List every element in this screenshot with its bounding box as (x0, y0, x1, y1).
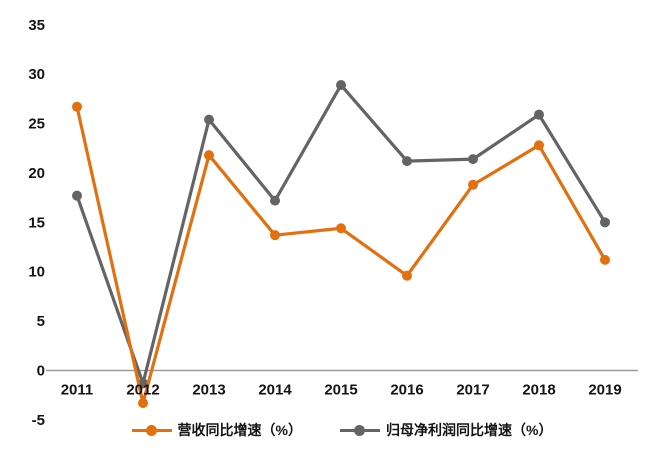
y-axis-tick-label: 35 (28, 17, 45, 34)
revenue-growth-line-marker (204, 150, 214, 161)
net-profit-growth-line-marker (336, 80, 346, 91)
chart-legend: 营收同比增速（%） 归母净利润同比增速（%） (46, 413, 638, 447)
legend-label-revenue-growth: 营收同比增速（%） (177, 422, 302, 438)
x-axis-tick-label: 2016 (390, 382, 423, 399)
y-axis-tick-label: 0 (37, 363, 45, 380)
legend-item-net-profit-growth: 归母净利润同比增速（%） (340, 420, 552, 440)
net-profit-growth-line-marker (72, 190, 82, 201)
net-profit-growth-line-marker (468, 154, 478, 165)
legend-dot (145, 424, 157, 436)
y-axis-tick-label: 20 (28, 165, 45, 182)
net-profit-growth-legend-marker-icon (340, 424, 380, 436)
revenue-growth-line-marker (402, 270, 412, 281)
y-axis-tick-label: 10 (28, 264, 45, 281)
net-profit-growth-line-marker (402, 156, 412, 167)
revenue-growth-line-marker (72, 101, 82, 112)
legend-item-revenue-growth: 营收同比增速（%） (131, 420, 302, 440)
revenue-growth-line-marker (468, 179, 478, 190)
net-profit-growth-line-marker (534, 109, 544, 120)
net-profit-growth-line-marker (204, 114, 214, 125)
y-axis-tick-label: 30 (28, 66, 45, 83)
x-axis-tick-label: 2017 (456, 382, 489, 399)
revenue-growth-line-marker (270, 230, 280, 241)
net-profit-growth-line-marker (270, 195, 280, 206)
y-axis-tick-label: -5 (32, 412, 45, 429)
net-profit-growth-line (75, 83, 607, 385)
revenue-growth-line-marker (534, 140, 544, 151)
revenue-growth-line-marker (138, 398, 148, 409)
x-axis-tick-label: 2019 (588, 382, 621, 399)
y-axis-tick-label: 25 (28, 116, 45, 133)
revenue-growth-line-marker (600, 254, 610, 265)
legend-dot (354, 424, 365, 436)
x-axis-tick-label: 2015 (324, 382, 357, 399)
y-axis-tick-label: 5 (37, 313, 45, 330)
legend-label-net-profit-growth: 归母净利润同比增速（%） (386, 422, 553, 438)
net-profit-growth-line-marker (600, 217, 610, 228)
x-axis-tick-label: 2011 (61, 382, 94, 399)
y-axis-tick-label: 15 (28, 214, 45, 231)
x-axis-tick-label: 2013 (192, 382, 225, 399)
x-axis-tick-label: 2018 (522, 382, 555, 399)
revenue-growth-line (75, 105, 607, 405)
revenue-growth-line-marker (336, 223, 346, 234)
revenue-growth-legend-marker-icon (131, 424, 172, 436)
x-axis-tick-label: 2014 (258, 382, 292, 399)
x-axis-tick-label: 2012 (126, 382, 159, 399)
